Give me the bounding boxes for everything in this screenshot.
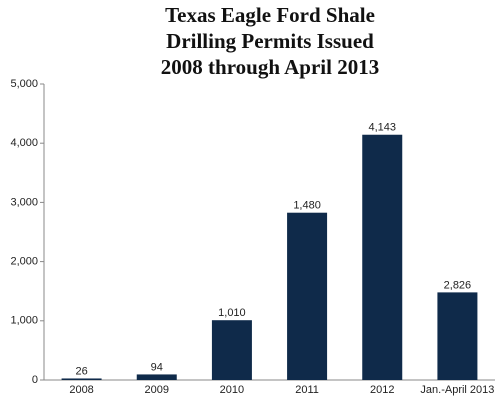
x-tick-label: 2008 (69, 384, 93, 396)
bar (61, 378, 102, 380)
bar (362, 134, 403, 380)
chart-title: Texas Eagle Ford Shale (165, 3, 375, 27)
x-tick-label: 2010 (220, 384, 244, 396)
chart-title: Drilling Permits Issued (166, 29, 374, 53)
y-tick-label: 3,000 (10, 196, 38, 208)
x-tick-label: 2009 (145, 384, 169, 396)
data-label: 1,010 (218, 307, 246, 319)
x-tick-label: 2012 (370, 384, 394, 396)
y-tick-label: 0 (32, 374, 38, 386)
x-tick-label: 2011 (295, 384, 319, 396)
y-tick-label: 1,000 (10, 315, 38, 327)
chart-title: 2008 through April 2013 (161, 55, 379, 79)
bar (437, 292, 478, 380)
data-label: 1,480 (293, 200, 321, 212)
y-tick-label: 4,000 (10, 137, 38, 149)
data-label: 2,826 (444, 279, 472, 291)
y-tick-label: 2,000 (10, 256, 38, 268)
x-tick-label: Jan.-April 2013 (420, 384, 494, 396)
bar (287, 212, 328, 380)
data-label: 94 (151, 361, 163, 373)
y-tick-label: 5,000 (10, 78, 38, 90)
bar (211, 320, 252, 380)
bar (136, 374, 177, 380)
data-label: 26 (75, 365, 87, 377)
data-label: 4,143 (368, 122, 396, 134)
